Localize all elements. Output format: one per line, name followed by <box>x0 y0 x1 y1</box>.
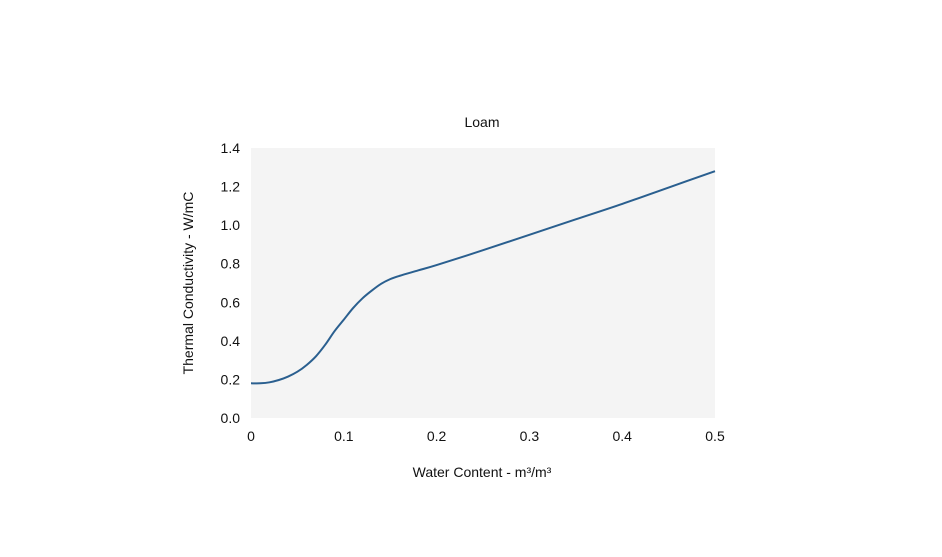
x-tick-label: 0 <box>247 428 255 444</box>
y-tick-label: 1.0 <box>221 217 241 233</box>
x-tick-label: 0.3 <box>520 428 540 444</box>
x-axis-label: Water Content - m³/m³ <box>413 464 552 480</box>
x-tick-label: 0.5 <box>705 428 725 444</box>
x-tick-label: 0.1 <box>334 428 354 444</box>
y-tick-label: 0.2 <box>221 371 241 387</box>
y-tick-label: 1.4 <box>221 140 241 156</box>
y-axis-ticks: 0.0 0.2 0.4 0.6 0.8 1.0 1.2 1.4 <box>221 140 241 426</box>
chart-title: Loam <box>464 114 499 130</box>
x-tick-label: 0.4 <box>612 428 632 444</box>
y-tick-label: 0.6 <box>221 294 241 310</box>
y-tick-label: 0.0 <box>221 410 241 426</box>
y-axis-label: Thermal Conductivity - W/mC <box>180 192 196 375</box>
x-axis-ticks: 0 0.1 0.2 0.3 0.4 0.5 <box>247 428 725 444</box>
y-tick-label: 1.2 <box>221 179 241 195</box>
y-tick-label: 0.8 <box>221 256 241 272</box>
x-tick-label: 0.2 <box>427 428 447 444</box>
plot-area <box>251 148 715 418</box>
y-tick-label: 0.4 <box>221 333 241 349</box>
series-line <box>250 170 716 385</box>
